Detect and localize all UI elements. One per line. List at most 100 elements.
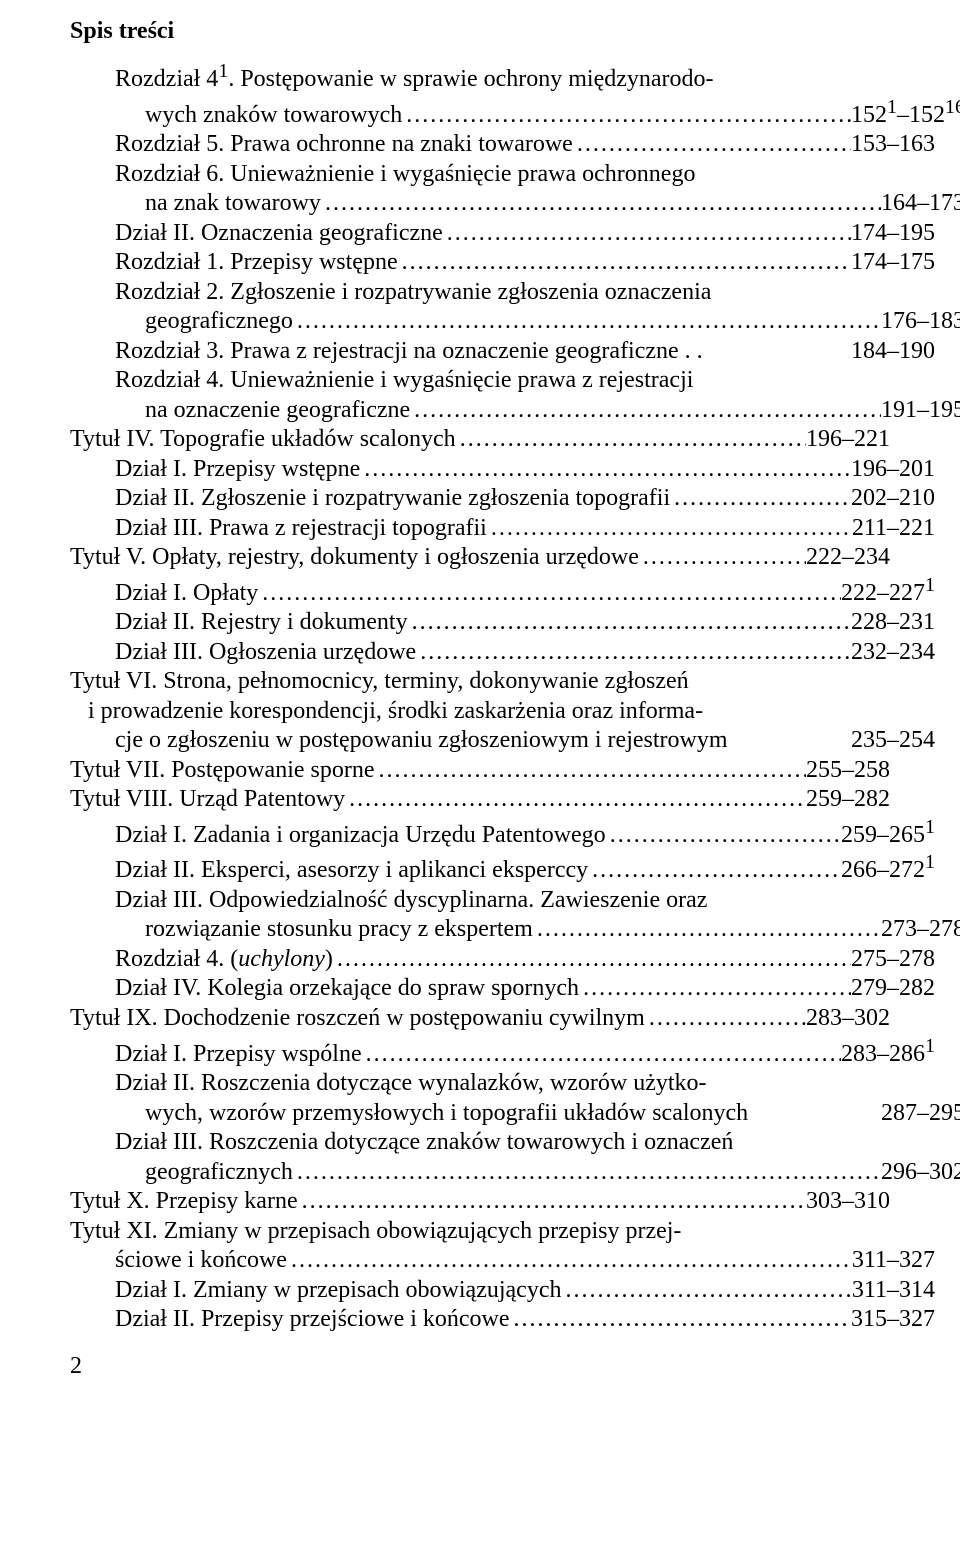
leader-dots [579, 974, 851, 1004]
toc-entry: Dział III. Ogłoszenia urzędowe232–234 [70, 638, 935, 668]
toc-entry-pages: 235–254 [851, 726, 935, 756]
toc-entry-label: Rozdział 3. Prawa z rejestracji na oznac… [115, 337, 703, 367]
toc-entry-pages: 303–310 [806, 1187, 890, 1217]
toc-entry-label: Dział I. Zadania i organizacja Urzędu Pa… [115, 821, 606, 851]
toc-entry: Tytuł VIII. Urząd Patentowy259–282 [70, 785, 890, 815]
toc-entry-label: Dział II. Rejestry i dokumenty [115, 608, 408, 638]
leader-dots [258, 579, 841, 609]
toc-entry: Rozdział 1. Przepisy wstępne174–175 [70, 248, 935, 278]
toc-entry-label: Dział II. Przepisy przejściowe i końcowe [115, 1305, 510, 1335]
page-number: 2 [70, 1353, 890, 1380]
toc-entry-label: Dział I. Przepisy wspólne [115, 1040, 362, 1070]
leader-dots [287, 1246, 852, 1276]
toc-entry: Dział I. Przepisy wspólne 283–2861 [70, 1034, 935, 1070]
toc-entry-label: Tytuł IX. Dochodzenie roszczeń w postępo… [70, 1004, 645, 1034]
toc-entry-pages: 222–2271 [841, 573, 935, 609]
toc-entry: Dział I. Opłaty 222–2271 [70, 573, 935, 609]
leader-dots [360, 455, 851, 485]
toc-entry-label: rozwiązanie stosunku pracy z ekspertem [145, 915, 533, 945]
toc-entry: na oznaczenie geograficzne 191–195 [70, 396, 960, 426]
leader-dots [645, 1004, 806, 1034]
toc-entry-pages: 176–183 [881, 307, 960, 337]
toc-entry: Dział III. Prawa z rejestracji topografi… [70, 514, 935, 544]
leader-dots [333, 945, 851, 975]
toc-entry-label: geograficznego [145, 307, 293, 337]
leader-dots [375, 756, 807, 786]
toc-entry-pages: 211–221 [852, 514, 935, 544]
toc-entry-pages: 222–234 [806, 543, 890, 573]
leader-dots [487, 514, 852, 544]
toc-entry-label: Tytuł IV. Topografie układów scalonych [70, 425, 456, 455]
leader-dots [533, 915, 881, 945]
leader-dots [362, 1040, 841, 1070]
toc-entry-label: wych, wzorów przemysłowych i topografii … [145, 1099, 748, 1129]
toc-entry-pages: 255–258 [806, 756, 890, 786]
leader-dots [293, 1158, 881, 1188]
toc-entry-pages: 196–201 [851, 455, 935, 485]
toc-entry: Dział II. Przepisy przejściowe i końcowe… [70, 1305, 935, 1335]
toc-entry-line: Tytuł XI. Zmiany w przepisach obowiązują… [70, 1217, 890, 1247]
toc-entry: geograficznych 296–302 [70, 1158, 960, 1188]
toc-entry: Dział II. Rejestry i dokumenty 228–231 [70, 608, 935, 638]
toc-entry-label: ściowe i końcowe [115, 1246, 287, 1276]
toc-entry-line: Tytuł VI. Strona, pełnomocnicy, terminy,… [70, 667, 890, 697]
toc-entry: Dział IV. Kolegia orzekające do spraw sp… [70, 974, 935, 1004]
toc-entry: Dział I. Zmiany w przepisach obowiązując… [70, 1276, 935, 1306]
toc-entry-pages: 232–234 [851, 638, 935, 668]
toc-entry-pages: 275–278 [851, 945, 935, 975]
toc-entry-label: Dział I. Zmiany w przepisach obowiązując… [115, 1276, 561, 1306]
toc-entry-label: Dział IV. Kolegia orzekające do spraw sp… [115, 974, 579, 1004]
toc-entry: wych, wzorów przemysłowych i topografii … [70, 1099, 960, 1129]
toc-entry-pages: 202–210 [851, 484, 935, 514]
toc-entry-label: Dział I. Opłaty [115, 579, 258, 609]
leader-dots [639, 543, 806, 573]
toc-entry: Tytuł X. Przepisy karne 303–310 [70, 1187, 890, 1217]
toc-entry: Tytuł VII. Postępowanie sporne 255–258 [70, 756, 890, 786]
leader-dots [398, 248, 851, 278]
toc-entry-label: na oznaczenie geograficzne [145, 396, 410, 426]
toc-entry: wych znaków towarowych1521–15216 [70, 95, 960, 131]
leader-dots [293, 307, 881, 337]
toc-entry: Rozdział 3. Prawa z rejestracji na oznac… [70, 337, 935, 367]
leader-dots [416, 638, 851, 668]
leader-dots [443, 219, 851, 249]
toc-entry: Tytuł IV. Topografie układów scalonych 19… [70, 425, 890, 455]
toc-entry-label: geograficznych [145, 1158, 293, 1188]
toc-entry-label: na znak towarowy [145, 189, 321, 219]
toc-entry-pages: 259–2651 [841, 815, 935, 851]
toc-entry-pages: 279–282 [851, 974, 935, 1004]
table-of-contents: Rozdział 41. Postępowanie w sprawie ochr… [70, 59, 890, 1335]
toc-entry-label: Dział II. Oznaczenia geograficzne [115, 219, 443, 249]
toc-entry-pages: 174–175 [851, 248, 935, 278]
toc-entry: Dział II. Eksperci, asesorzy i aplikanci… [70, 850, 935, 886]
toc-entry-label: Tytuł V. Opłaty, rejestry, dokumenty i o… [70, 543, 639, 573]
toc-entry-pages: 228–231 [851, 608, 935, 638]
toc-entry-label: Dział II. Zgłoszenie i rozpatrywanie zgł… [115, 484, 670, 514]
toc-entry-label: Tytuł VII. Postępowanie sporne [70, 756, 375, 786]
toc-entry-line: i prowadzenie korespondencji, środki zas… [70, 697, 890, 727]
toc-entry-label: wych znaków towarowych [145, 101, 402, 131]
leader-dots [408, 608, 851, 638]
toc-entry-pages: 296–302 [881, 1158, 960, 1188]
page: Spis treści Rozdział 41. Postępowanie w … [0, 0, 960, 1410]
toc-entry-pages: 191–195 [881, 396, 960, 426]
toc-entry-label: Tytuł VIII. Urząd Patentowy [70, 785, 345, 815]
toc-entry-label: Tytuł X. Przepisy karne [70, 1187, 298, 1217]
leader-dots [456, 425, 806, 455]
leader-dots [410, 396, 881, 426]
toc-entry-line: Dział III. Odpowiedzialność dyscyplinarn… [70, 886, 890, 916]
toc-entry-pages: 283–2861 [841, 1034, 935, 1070]
leader-dots [573, 130, 851, 160]
toc-entry-pages: 311–314 [852, 1276, 935, 1306]
leader-dots [670, 484, 851, 514]
toc-entry-label: Dział II. Eksperci, asesorzy i aplikanci… [115, 856, 588, 886]
toc-entry-label: Dział III. Prawa z rejestracji topografi… [115, 514, 487, 544]
toc-entry: Rozdział 5. Prawa ochronne na znaki towa… [70, 130, 935, 160]
toc-entry-pages: 196–221 [806, 425, 890, 455]
toc-entry-line: Dział II. Roszczenia dotyczące wynalazkó… [70, 1069, 890, 1099]
toc-entry-line: Dział III. Roszczenia dotyczące znaków t… [70, 1128, 890, 1158]
leader-dots [298, 1187, 806, 1217]
toc-entry-pages: 283–302 [806, 1004, 890, 1034]
leader-dots [606, 821, 841, 851]
leader-dots [588, 856, 841, 886]
